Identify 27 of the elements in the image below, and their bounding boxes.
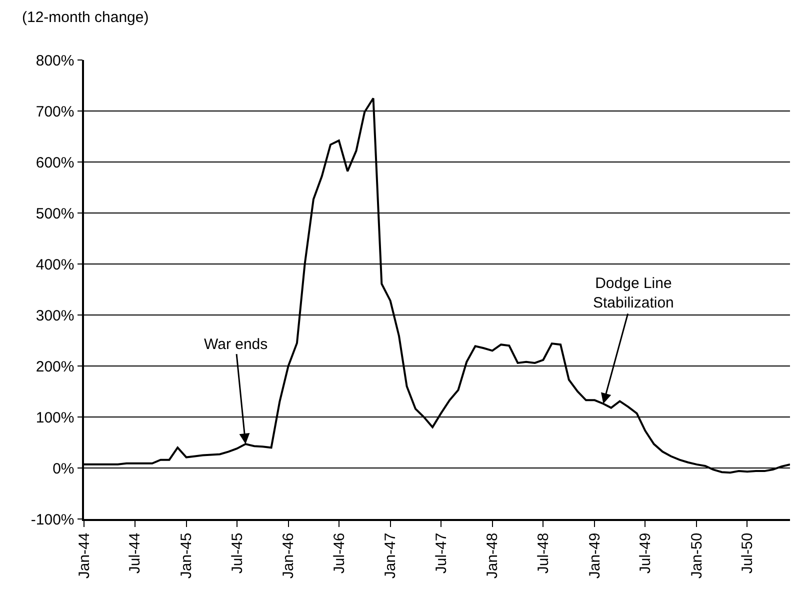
x-tick-label: Jan-48 xyxy=(484,532,502,579)
x-tick-label: Jan-50 xyxy=(688,532,706,579)
x-tick-label: Jul-50 xyxy=(739,532,756,574)
y-tick-label: 200% xyxy=(36,358,74,376)
y-tick-label: 100% xyxy=(36,409,74,426)
y-tick-label: -100% xyxy=(30,511,74,528)
x-tick-label: Jul-48 xyxy=(535,532,552,574)
x-tick-label: Jan-45 xyxy=(178,532,196,579)
x-tick-label: Jul-47 xyxy=(432,532,450,574)
y-tick-label: 700% xyxy=(36,103,74,120)
annotation: War ends xyxy=(204,336,268,353)
x-tick-label: Jan-46 xyxy=(280,532,298,579)
y-tick-label: 500% xyxy=(36,205,74,222)
x-tick-label: Jan-47 xyxy=(382,532,400,579)
x-tick-label: Jan-49 xyxy=(586,532,604,579)
y-axis-title: (12-month change) xyxy=(22,9,149,26)
x-tick-label: Jul-44 xyxy=(126,532,144,574)
y-tick-label: 800% xyxy=(36,52,74,70)
y-tick-label: 300% xyxy=(36,307,74,324)
x-tick-label: Jul-49 xyxy=(637,532,654,574)
x-tick-label: Jul-46 xyxy=(330,532,348,574)
x-tick-label: Jul-45 xyxy=(228,532,246,574)
y-tick-label: 400% xyxy=(36,256,74,274)
x-tick-label: Jan-44 xyxy=(76,532,93,579)
y-tick-label: 0% xyxy=(52,460,74,478)
y-tick-label: 600% xyxy=(36,154,74,172)
annotation: Dodge Line Stabilization xyxy=(593,275,674,312)
